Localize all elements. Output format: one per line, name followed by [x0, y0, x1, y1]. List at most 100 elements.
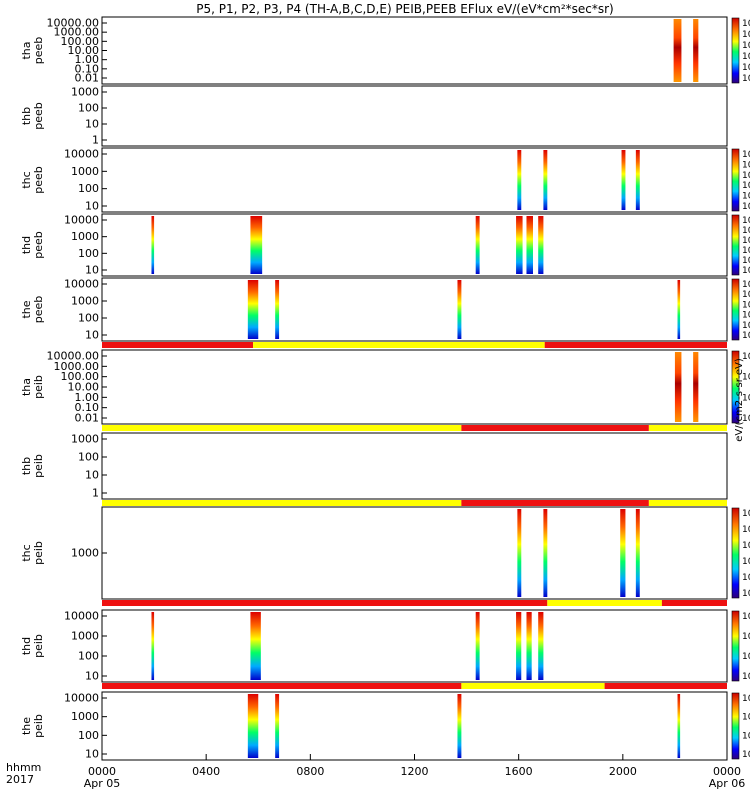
y-tick-label: 100 — [78, 729, 99, 742]
status-bar-4 — [102, 683, 727, 689]
panel-frame — [101, 147, 728, 213]
colorbar-tick-label: 10⁵ — [742, 632, 750, 642]
y-tick-label: 1000.00 — [54, 360, 100, 373]
panel-frame — [101, 432, 728, 500]
colorbar-tick-label: 10⁴ — [742, 192, 750, 202]
colorbar-tick-label: 10⁴ — [742, 573, 750, 583]
x-tick-label: 0000 — [88, 765, 116, 778]
colorbar-tick-label: 10³ — [742, 266, 750, 276]
burst-the-peib-0 — [247, 694, 259, 758]
status-segment — [461, 683, 605, 689]
y-tick-label: 1000 — [71, 295, 99, 308]
colorbar-tick-label: 10⁶ — [742, 541, 750, 551]
y-tick-label: 0.01 — [75, 412, 100, 425]
y-tick-label: 1000 — [71, 230, 99, 243]
colorbar-tick-label: 10⁸ — [742, 150, 750, 160]
y-tick-label: 10000 — [64, 278, 99, 291]
status-segment — [661, 600, 727, 606]
panel-probe-label: the — [20, 717, 33, 735]
y-tick-label: 10 — [85, 264, 99, 277]
status-segment — [102, 342, 254, 348]
panel-product-label: peib — [32, 714, 45, 738]
panel-product-label: peeb — [32, 102, 45, 130]
burst-thc-peib-1 — [543, 509, 548, 597]
burst-thd-peeb-5 — [538, 216, 544, 274]
panel-thb-peib: 1000 100 10 1 thb peib — [20, 432, 728, 500]
status-segment — [648, 500, 727, 506]
x-tick-label: 1600 — [505, 765, 533, 778]
y-tick-label: 100 — [78, 312, 99, 325]
colorbar-tick-label: 10⁵ — [742, 52, 750, 62]
burst-thc-peeb-3 — [635, 150, 640, 210]
burst-thc-peib-0 — [517, 509, 522, 597]
y-tick-label: 10000 — [64, 148, 99, 161]
status-segment — [547, 600, 662, 606]
burst-thd-peeb-0 — [151, 216, 155, 274]
y-tick-label: 10000 — [64, 214, 99, 227]
colorbar — [731, 692, 740, 760]
status-bar-0 — [102, 342, 727, 348]
y-tick-label: 10000.00 — [47, 17, 100, 30]
burst-thd-peib-5 — [538, 612, 544, 680]
colorbar-tick-label: 10⁵ — [742, 713, 750, 723]
colorbar-tick-label: 10⁵ — [742, 311, 750, 321]
y-tick-label: 0.10 — [75, 401, 100, 414]
burst-tha-peeb-0 — [673, 19, 682, 82]
y-tick-label: 1000 — [71, 547, 99, 560]
colorbar-tick-label: 10⁶ — [742, 41, 750, 51]
y-tick-label: 0.01 — [75, 72, 100, 85]
colorbar-tick-label: 10³ — [742, 202, 750, 212]
panel-thb-peeb: 1000 100 10 1 thb peeb — [20, 85, 728, 147]
colorbar-tick-label: 10⁶ — [742, 171, 750, 181]
y-tick-label: 10 — [85, 469, 99, 482]
colorbar-tick-label: 10⁷ — [742, 30, 750, 40]
y-tick-label: 100.00 — [61, 370, 100, 383]
burst-thd-peeb-3 — [516, 216, 523, 274]
y-tick-label: 10 — [85, 118, 99, 131]
burst-thc-peeb-0 — [517, 150, 522, 210]
colorbar-tick-label: 10⁸ — [742, 280, 750, 290]
x-tick-label: 2000 — [609, 765, 637, 778]
colorbar-tick-label: 10⁸ — [742, 216, 750, 226]
panel-product-label: peib — [32, 375, 45, 399]
y-tick-label: 100 — [78, 650, 99, 663]
x-label-hhmm: hhmm — [6, 761, 41, 774]
status-segment — [253, 342, 545, 348]
x-tick-label: 0800 — [296, 765, 324, 778]
colorbar-tick-label: 10⁷ — [742, 160, 750, 170]
burst-thc-peib-2 — [620, 509, 626, 597]
panel-frame — [101, 349, 728, 425]
colorbar-tick-label: 10³ — [742, 589, 750, 599]
colorbar-tick-label: 10⁶ — [742, 694, 750, 704]
status-bar-1 — [102, 425, 727, 431]
colorbar-tick-label: 10⁵ — [742, 246, 750, 256]
colorbar-tick-label: 10³ — [742, 750, 750, 760]
colorbar-tick-label: 10⁸ — [742, 509, 750, 519]
burst-thd-peib-2 — [475, 612, 480, 680]
status-bar-2 — [102, 500, 727, 506]
panel-probe-label: thd — [20, 236, 33, 254]
y-tick-label: 10 — [85, 670, 99, 683]
panel-probe-label: tha — [20, 41, 33, 59]
status-bar-3 — [102, 600, 727, 606]
x-tick-label: 0400 — [192, 765, 220, 778]
panel-frame — [101, 609, 728, 683]
x-tick-label: 0000 — [713, 765, 741, 778]
y-tick-label: 1.00 — [75, 53, 100, 66]
colorbar — [731, 507, 740, 599]
panel-product-label: peeb — [32, 231, 45, 259]
y-tick-label: 100 — [78, 451, 99, 464]
colorbar-tick-label: 10³ — [742, 672, 750, 682]
burst-the-peib-1 — [275, 694, 280, 758]
colorbar-tick-label: 10⁷ — [742, 290, 750, 300]
status-segment — [102, 425, 462, 431]
panel-frame — [101, 85, 728, 147]
panel-probe-label: thb — [20, 457, 33, 475]
